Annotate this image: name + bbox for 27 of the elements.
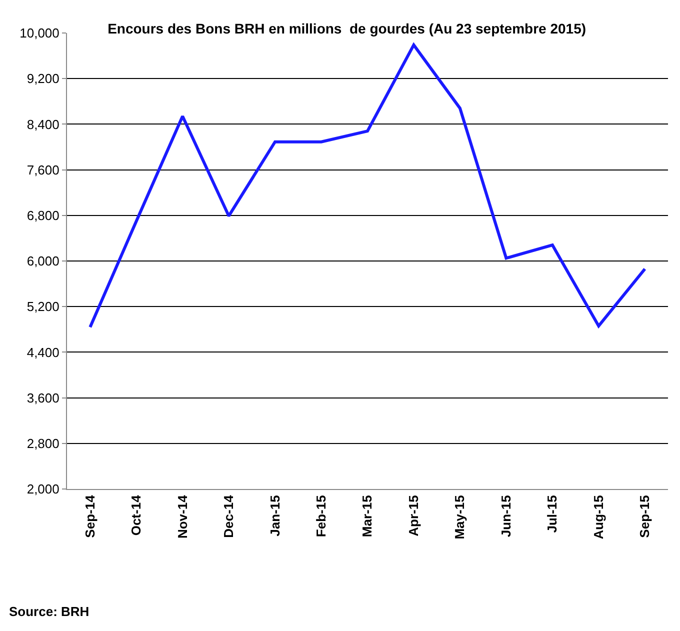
x-tick-label: May-15 <box>452 495 468 540</box>
x-tick-label: Mar-15 <box>360 495 375 538</box>
line-series <box>88 43 646 329</box>
y-tick-label: 6,000 <box>26 254 60 269</box>
source-note: Source: BRH <box>9 604 90 619</box>
x-tick-label: Apr-15 <box>406 495 421 536</box>
x-tick-label: Sep-14 <box>82 494 98 538</box>
x-tick-label: Feb-15 <box>313 495 328 538</box>
y-tick-label: 8,400 <box>26 116 60 132</box>
y-tick-label: 7,600 <box>26 162 60 178</box>
x-tick-label: Oct-14 <box>128 494 144 536</box>
y-tick-label: 2,800 <box>26 436 60 451</box>
x-tick-label: Jun-15 <box>498 495 514 538</box>
x-tick-label: Jan-15 <box>267 495 282 536</box>
x-tick-label: Dec-14 <box>221 494 236 538</box>
y-tick-label: 3,600 <box>26 390 60 406</box>
y-tick-label: 2,000 <box>26 482 60 497</box>
y-tick-label: 10,000 <box>20 26 60 41</box>
x-tick-label: Aug-15 <box>590 495 606 540</box>
x-tick-label: Sep-15 <box>637 495 652 538</box>
y-tick-label: 5,200 <box>26 299 60 314</box>
x-tick-label: Nov-14 <box>174 494 190 539</box>
chart-title: Encours des Bons BRH en millions de gourdes (Au 23 septembre 2015) <box>108 20 586 36</box>
x-tick-label: Jul-15 <box>544 495 560 533</box>
y-tick-label: 4,400 <box>26 344 60 360</box>
y-tick-label: 6,800 <box>26 208 60 223</box>
y-tick-label: 9,200 <box>26 71 60 86</box>
